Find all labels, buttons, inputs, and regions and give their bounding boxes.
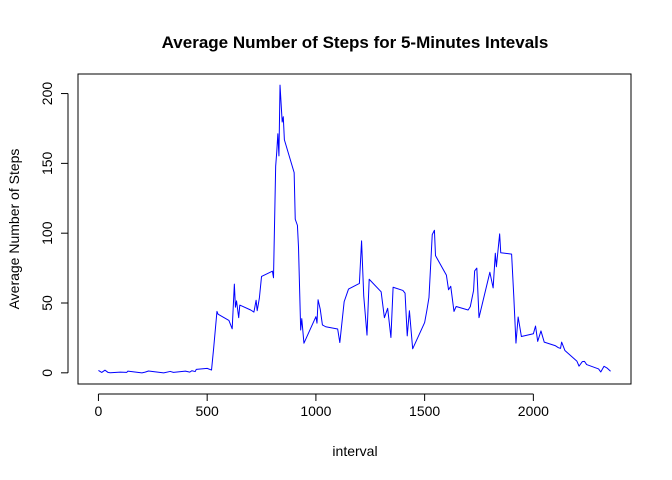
y-tick-label: 0 [39, 369, 55, 377]
series-line-0 [98, 84, 611, 374]
x-tick-label: 0 [95, 403, 103, 419]
y-tick-label: 200 [39, 82, 55, 106]
x-axis: 0 500 1000 1500 2000 [95, 393, 549, 419]
x-tick-label: 1000 [300, 403, 331, 419]
series-layer [98, 84, 611, 374]
y-tick-label: 100 [39, 221, 55, 245]
x-axis-label: interval [332, 443, 377, 459]
x-tick-label: 1500 [409, 403, 440, 419]
x-tick-label: 500 [195, 403, 219, 419]
plot-frame [77, 73, 632, 385]
chart-title: Average Number of Steps for 5-Minutes In… [162, 33, 549, 52]
y-axis: 0 50 100 150 200 [39, 82, 69, 377]
y-tick-label: 50 [39, 295, 55, 311]
y-tick-label: 150 [39, 151, 55, 175]
x-tick-label: 2000 [518, 403, 549, 419]
y-axis-label: Average Number of Steps [6, 149, 22, 310]
